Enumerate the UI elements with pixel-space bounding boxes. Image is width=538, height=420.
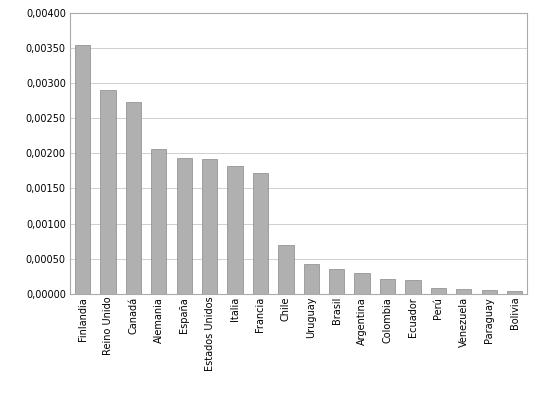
Bar xyxy=(303,264,319,294)
Bar xyxy=(228,166,243,294)
Bar xyxy=(482,290,497,294)
Bar xyxy=(507,291,522,294)
Bar xyxy=(151,149,166,294)
Bar xyxy=(176,158,192,294)
Bar xyxy=(329,269,344,294)
Bar xyxy=(75,45,90,294)
Bar xyxy=(101,90,116,294)
Bar xyxy=(253,173,268,294)
Bar xyxy=(126,102,141,294)
Bar xyxy=(355,273,370,294)
Bar xyxy=(405,280,421,294)
Bar xyxy=(380,278,395,294)
Bar xyxy=(202,159,217,294)
Bar xyxy=(431,288,446,294)
Bar xyxy=(456,289,471,294)
Bar xyxy=(278,245,294,294)
